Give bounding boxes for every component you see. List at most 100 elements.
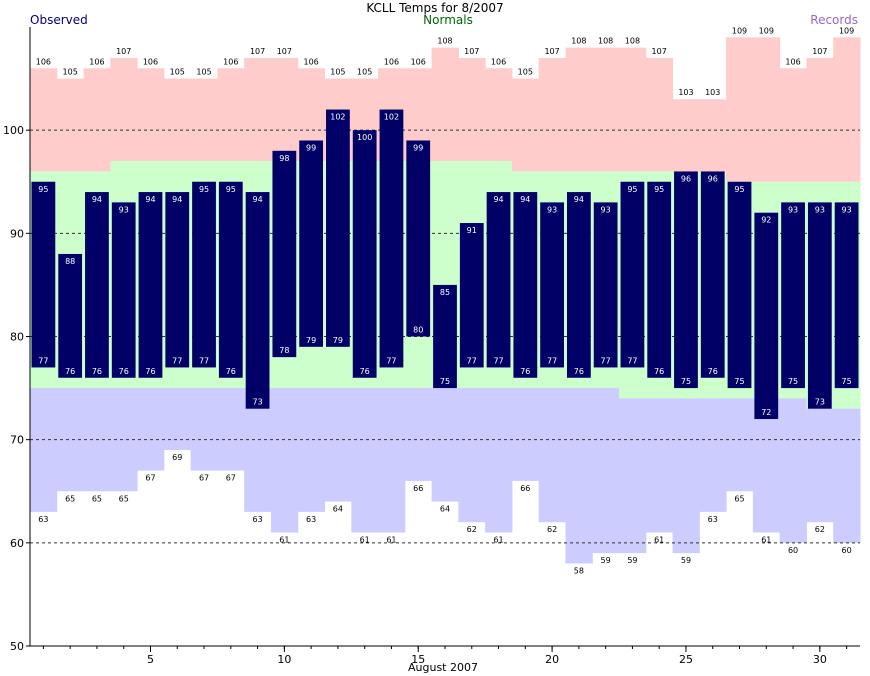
- record-high-label: 108: [437, 37, 452, 46]
- observed-low-label: 75: [842, 377, 852, 386]
- observed-bar-day-1: [31, 181, 56, 368]
- record-high-label: 106: [411, 57, 426, 66]
- observed-bar-day-5: [138, 192, 163, 378]
- record-high-label: 106: [785, 57, 800, 66]
- legend-records: Records: [810, 13, 858, 27]
- record-high-label: 106: [303, 57, 318, 66]
- record-low-label: 66: [413, 484, 423, 493]
- record-low-label: 61: [386, 536, 396, 545]
- observed-low-label: 75: [440, 377, 450, 386]
- observed-bar-day-19: [513, 192, 538, 378]
- record-high-band: [30, 68, 58, 172]
- record-low-band: [485, 388, 513, 533]
- record-high-band: [163, 78, 192, 162]
- record-high-label: 105: [63, 68, 78, 77]
- observed-high-label: 95: [734, 185, 744, 194]
- record-low-label: 62: [815, 525, 825, 534]
- record-low-band: [190, 388, 218, 471]
- record-low-band: [378, 388, 406, 533]
- observed-low-label: 78: [279, 346, 289, 355]
- observed-bar-day-4: [111, 202, 136, 378]
- observed-high-label: 94: [145, 195, 155, 204]
- observed-low-label: 77: [467, 356, 477, 365]
- observed-low-label: 77: [199, 356, 209, 365]
- observed-low-label: 76: [65, 367, 75, 376]
- record-low-label: 67: [226, 474, 236, 483]
- observed-low-label: 76: [360, 367, 370, 376]
- observed-high-label: 94: [574, 195, 584, 204]
- observed-bar-day-17: [459, 223, 484, 368]
- record-low-label: 67: [199, 474, 209, 483]
- observed-bar-day-26: [700, 171, 725, 378]
- record-low-label: 65: [734, 494, 744, 503]
- record-low-band: [752, 398, 781, 533]
- record-high-label: 108: [598, 37, 613, 46]
- observed-bar-day-14: [379, 109, 404, 368]
- record-low-label: 65: [92, 494, 102, 503]
- observed-high-label: 102: [330, 113, 345, 122]
- record-low-label: 60: [842, 546, 852, 555]
- record-low-band: [806, 408, 834, 523]
- record-low-label: 64: [440, 505, 450, 514]
- observed-bar-day-8: [218, 181, 243, 378]
- observed-high-label: 96: [681, 174, 691, 183]
- record-low-band: [217, 388, 245, 471]
- observed-high-label: 93: [815, 205, 825, 214]
- record-high-band: [511, 78, 540, 172]
- record-high-band: [592, 47, 620, 172]
- record-high-band: [270, 57, 299, 162]
- observed-low-label: 77: [386, 356, 396, 365]
- observed-bar-day-12: [326, 109, 350, 347]
- value-labels: 95 77 106 63 88 76 105 65 94 76 106 65 93 76 107 65 94 76…: [36, 26, 855, 575]
- record-low-band: [511, 388, 540, 481]
- record-low-band: [672, 398, 700, 554]
- record-low-label: 59: [681, 556, 691, 565]
- observed-bar-day-24: [647, 181, 672, 378]
- observed-bar-day-23: [620, 181, 645, 368]
- record-low-band: [645, 398, 674, 533]
- y-tick-label: 60: [10, 537, 24, 550]
- record-high-label: 109: [732, 26, 747, 35]
- record-high-label: 105: [518, 68, 533, 77]
- observed-high-label: 92: [761, 216, 771, 225]
- record-high-band: [217, 68, 245, 162]
- observed-low-label: 77: [172, 356, 182, 365]
- record-high-label: 105: [357, 68, 372, 77]
- record-high-band: [244, 57, 272, 162]
- observed-bar-day-2: [58, 253, 83, 378]
- observed-bar-day-7: [192, 181, 216, 368]
- record-high-band: [137, 68, 165, 162]
- y-tick-label: 90: [10, 227, 24, 240]
- observed-bar-day-10: [272, 150, 297, 358]
- record-low-label: 60: [788, 546, 798, 555]
- record-high-label: 108: [571, 37, 586, 46]
- record-high-band: [645, 57, 674, 172]
- y-tick-label: 80: [10, 331, 24, 344]
- record-low-label: 61: [279, 536, 289, 545]
- record-high-label: 107: [544, 47, 559, 56]
- record-low-label: 59: [627, 556, 637, 565]
- record-low-label: 61: [654, 536, 664, 545]
- record-low-label: 61: [493, 536, 503, 545]
- observed-bar-day-25: [674, 171, 698, 389]
- record-low-label: 69: [172, 453, 182, 462]
- observed-bar-day-18: [486, 192, 511, 368]
- axes: 50 60 70 80 90 100 5 10 15 20 25 30: [3, 27, 860, 666]
- observed-low-label: 79: [306, 336, 316, 345]
- record-low-label: 61: [360, 536, 370, 545]
- record-low-band: [351, 388, 379, 533]
- observed-low-label: 79: [333, 336, 343, 345]
- observed-low-label: 77: [38, 356, 48, 365]
- record-low-band: [30, 388, 58, 512]
- observed-high-label: 95: [654, 185, 664, 194]
- record-low-band: [431, 388, 459, 502]
- observed-high-label: 99: [306, 143, 316, 152]
- observed-bar-day-6: [165, 192, 190, 368]
- x-tick-label: 25: [679, 653, 693, 666]
- record-low-label: 63: [38, 515, 48, 524]
- observed-low-label: 76: [226, 367, 236, 376]
- observed-low-label: 76: [574, 367, 584, 376]
- observed-bar-day-15: [406, 140, 431, 337]
- observed-bar-day-16: [433, 284, 457, 389]
